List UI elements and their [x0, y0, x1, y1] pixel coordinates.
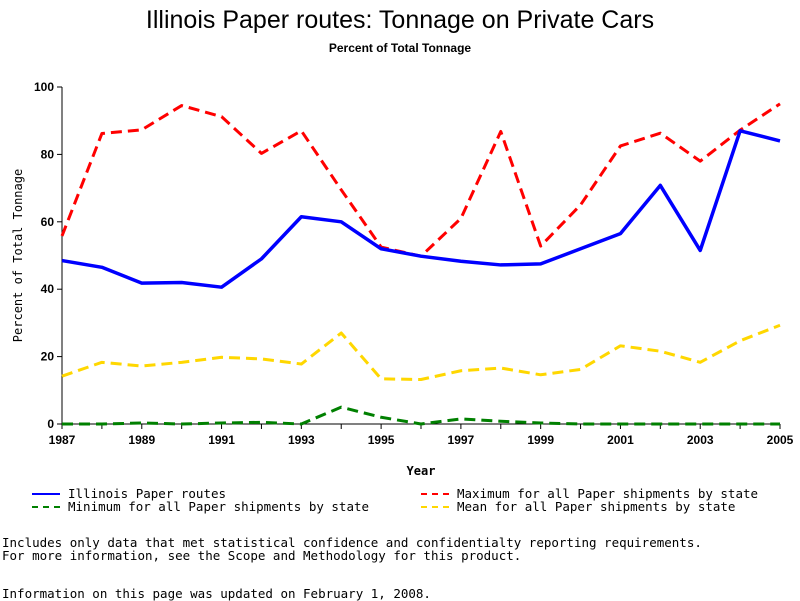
legend-item-minimum: Minimum for all Paper shipments by state — [32, 499, 369, 514]
note-methodology: For more information, see the Scope and … — [2, 548, 521, 563]
note-updated: Information on this page was updated on … — [2, 586, 431, 601]
y-tick-label: 20 — [41, 350, 55, 364]
series-line-1 — [62, 104, 780, 256]
legend-item-mean: Mean for all Paper shipments by state — [421, 499, 735, 514]
legend-label: Minimum for all Paper shipments by state — [68, 499, 369, 514]
x-axis-label: Year — [407, 464, 436, 478]
x-tick-label: 1993 — [288, 433, 315, 447]
legend-swatch-green — [32, 506, 60, 508]
x-tick-label: 2005 — [767, 433, 794, 447]
legend-swatch-yellow — [421, 506, 449, 508]
y-axis-label: Percent of Total Tonnage — [11, 169, 25, 342]
x-tick-label: 2003 — [687, 433, 714, 447]
x-tick-label: 2001 — [607, 433, 634, 447]
legend-swatch-blue — [32, 493, 60, 495]
x-tick-label: 1999 — [527, 433, 554, 447]
legend-swatch-red — [421, 493, 449, 495]
x-tick-label: 1987 — [49, 433, 76, 447]
x-tick-label: 1989 — [128, 433, 155, 447]
legend-label: Mean for all Paper shipments by state — [457, 499, 735, 514]
y-tick-label: 100 — [34, 80, 54, 94]
series-line-0 — [62, 131, 780, 287]
x-tick-label: 1991 — [208, 433, 235, 447]
series-line-3 — [62, 325, 780, 379]
y-tick-label: 0 — [47, 417, 54, 431]
line-chart: 0 20 40 60 80 100 1987 1989 1991 1993 1995 1997 1999… — [0, 0, 800, 480]
y-tick-label: 80 — [41, 147, 55, 161]
y-tick-label: 40 — [41, 282, 55, 296]
y-tick-label: 60 — [41, 215, 55, 229]
x-tick-label: 1997 — [448, 433, 475, 447]
x-tick-label: 1995 — [368, 433, 395, 447]
series-line-2 — [62, 407, 780, 424]
